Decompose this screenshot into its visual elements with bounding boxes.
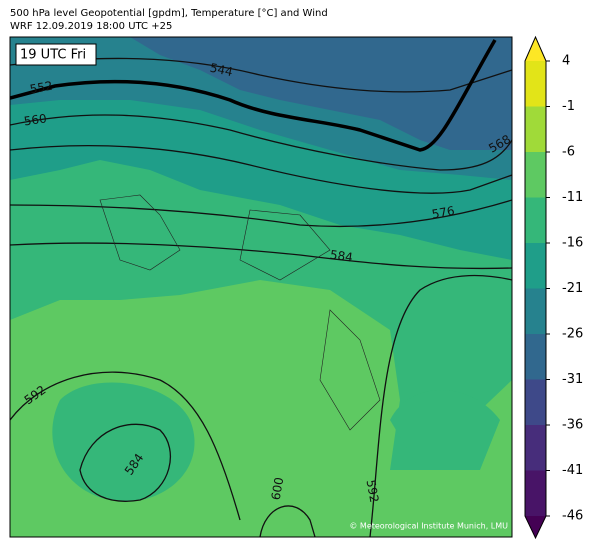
contour-label: 544 — [209, 61, 234, 79]
colorbar-tick-label: -16 — [562, 236, 583, 251]
contour-label: 576 — [431, 204, 456, 222]
contour-label: 600 — [269, 476, 287, 501]
colorbar-tick-label: -36 — [562, 418, 583, 433]
colorbar-tick-label: -6 — [562, 145, 575, 160]
temp-field — [130, 37, 512, 150]
temp-field — [390, 390, 500, 470]
time-box — [15, 43, 97, 66]
isohypse — [10, 39, 497, 152]
colorbar-band — [525, 379, 546, 425]
colorbar-band — [525, 288, 546, 334]
border — [99, 194, 381, 431]
contour-label: 584 — [329, 248, 354, 265]
map-frame — [9, 36, 513, 538]
credit: © Meteorological Institute Munich, LMU — [349, 522, 508, 531]
colorbar-tick-label: -41 — [562, 463, 583, 478]
colorbar-band — [525, 470, 546, 516]
colorbar-band — [525, 197, 546, 243]
colorbar-tick-label: -26 — [562, 327, 583, 342]
colorbar-tick-label: -31 — [562, 372, 583, 387]
colorbar-tick-label: 4 — [562, 54, 570, 69]
temp-field — [52, 382, 195, 502]
colorbar-tick-label: -11 — [562, 190, 583, 205]
contour-label: 592 — [364, 479, 382, 504]
isohypse — [10, 144, 512, 194]
isohypse — [259, 505, 316, 537]
map: 544 552 560 568 576 584 592 584 600 592 … — [10, 37, 512, 537]
colorbar-band — [525, 425, 546, 471]
header-title: 500 hPa level Geopotential [gpdm], Tempe… — [10, 8, 328, 19]
colorbar-tick-label: -1 — [562, 99, 575, 114]
colorbar-band — [525, 61, 546, 107]
isohypse — [79, 423, 172, 502]
colorbar-band — [525, 243, 546, 289]
colorbar-band — [525, 106, 546, 152]
contour-label: 552 — [29, 79, 54, 97]
colorbar-band — [525, 334, 546, 380]
isohypse — [10, 199, 512, 228]
colorbar-band — [525, 152, 546, 198]
time-label: 19 UTC Fri — [20, 48, 86, 63]
colorbar-tick-label: -46 — [562, 509, 583, 524]
colorbar-extend — [525, 37, 546, 61]
colorbar-extend — [525, 516, 546, 538]
colorbar-tick-label: -21 — [562, 281, 583, 296]
contour-label: 560 — [23, 111, 48, 128]
isohypse — [10, 242, 512, 270]
isohypse — [10, 114, 512, 171]
isohypse — [10, 274, 512, 537]
header-subtitle: WRF 12.09.2019 18:00 UTC +25 — [10, 21, 172, 32]
